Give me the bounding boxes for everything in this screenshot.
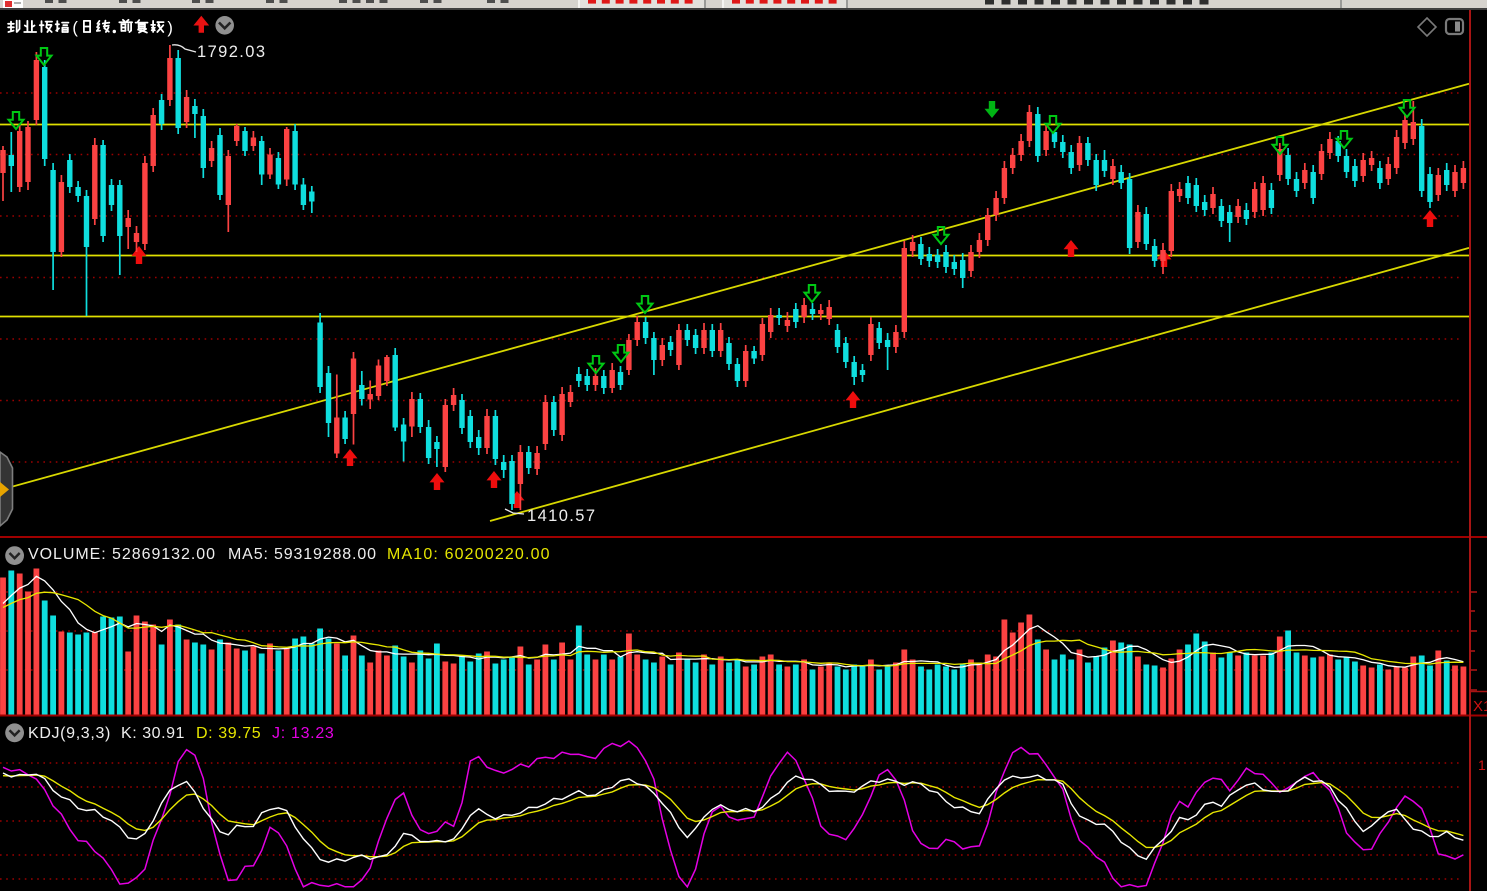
svg-text:VOLUME: 52869132.00: VOLUME: 52869132.00 (28, 546, 216, 563)
svg-text:1410.57: 1410.57 (527, 507, 596, 525)
svg-text:X1: X1 (1473, 698, 1487, 715)
svg-text:D: 39.75: D: 39.75 (196, 725, 261, 742)
svg-text:): ) (167, 19, 173, 37)
svg-text:MA10: 60200220.00: MA10: 60200220.00 (387, 546, 551, 563)
svg-text:KDJ(9,3,3): KDJ(9,3,3) (28, 725, 111, 742)
svg-text:(: ( (72, 19, 78, 37)
svg-text:J: 13.23: J: 13.23 (272, 725, 335, 742)
svg-text:1: 1 (1478, 757, 1486, 773)
svg-text:MA5: 59319288.00: MA5: 59319288.00 (228, 546, 377, 563)
svg-text:1792.03: 1792.03 (197, 43, 266, 61)
svg-text:K: 30.91: K: 30.91 (121, 725, 185, 742)
